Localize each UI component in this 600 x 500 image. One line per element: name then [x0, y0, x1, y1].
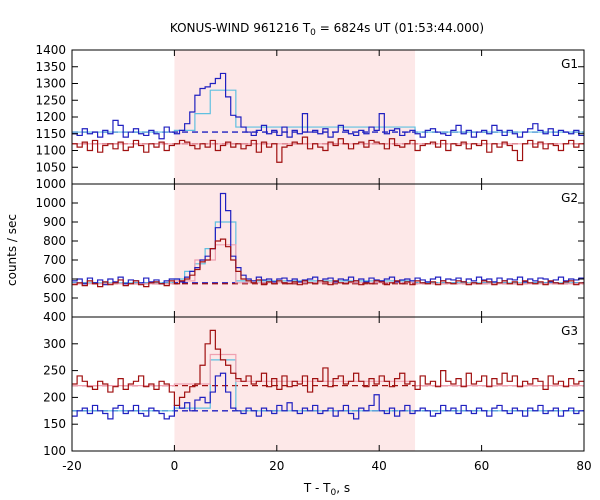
y-tick-label: 500: [43, 291, 66, 305]
y-tick-label: 1250: [35, 93, 66, 107]
plot-area: 100010501100115012001250130013501400G140…: [35, 43, 591, 473]
panel-label: G2: [561, 191, 578, 205]
x-tick-label: 60: [474, 459, 489, 473]
y-tick-label: 1000: [35, 177, 66, 191]
panel-data-g1: [72, 72, 584, 163]
y-tick-label: 200: [43, 390, 66, 404]
y-tick-label: 800: [43, 234, 66, 248]
y-tick-label: 100: [43, 444, 66, 458]
panel-frame: [71, 316, 585, 452]
series-red: [72, 238, 584, 288]
y-tick-label: 600: [43, 272, 66, 286]
fit-step-cyan: [72, 89, 584, 133]
y-tick-label: 150: [43, 417, 66, 431]
y-axis-label: counts / sec: [5, 214, 19, 286]
panel-g2: 400 500 600 700 800 900 1000 G2: [35, 183, 585, 324]
y-tick-label: 1400: [35, 43, 66, 57]
y-tick-label: 1000: [35, 196, 66, 210]
series-red: [72, 329, 584, 407]
y-tick-label: 1300: [35, 77, 66, 91]
y-tick-label: 700: [43, 253, 66, 267]
panel-g3: 100 150 200 250 300 G3: [43, 316, 585, 458]
panel-label: G1: [561, 57, 578, 71]
panel-g1: 1000 1050 1100 1150 1200 1250 1300 1350 1400 G1: [35, 43, 585, 191]
x-tick-label: 80: [576, 459, 591, 473]
y-tick-label: 1200: [35, 110, 66, 124]
panel-data-g2: [72, 192, 584, 288]
series-blue: [72, 192, 584, 286]
y-tick-label: 1150: [35, 127, 66, 141]
panel-label: G3: [561, 324, 578, 338]
x-tick-label: 40: [372, 459, 387, 473]
series-blue: [72, 372, 584, 420]
x-axis-label: T - T0, s: [303, 481, 350, 498]
y-tick-label: 300: [43, 337, 66, 351]
x-tick-label: 0: [171, 459, 179, 473]
chart-title: KONUS-WIND 961216 T0 = 6824s UT (01:53:4…: [170, 21, 484, 38]
x-tick-label: 20: [269, 459, 284, 473]
series-red: [72, 136, 584, 163]
y-tick-label: 1100: [35, 144, 66, 158]
y-tick-label: 1050: [35, 160, 66, 174]
y-tick-label: 400: [43, 310, 66, 324]
y-tick-label: 900: [43, 215, 66, 229]
x-tick-label: -20: [62, 459, 82, 473]
y-tick-label: 1350: [35, 60, 66, 74]
panel-data-g3: [72, 329, 584, 420]
series-blue: [72, 72, 584, 140]
y-tick-label: 250: [43, 364, 66, 378]
